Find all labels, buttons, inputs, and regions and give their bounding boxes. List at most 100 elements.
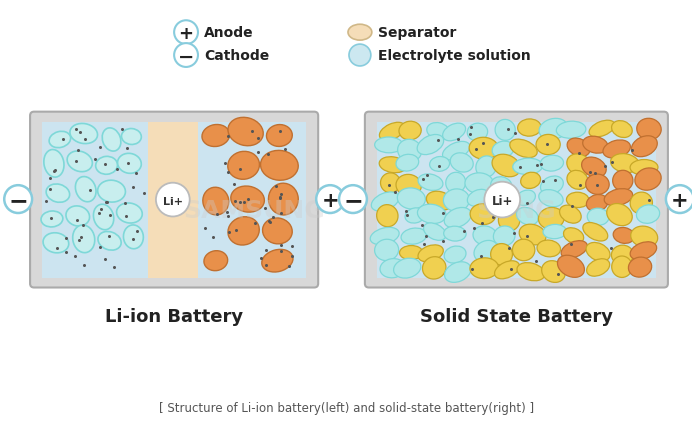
Ellipse shape (604, 189, 633, 206)
Ellipse shape (465, 173, 493, 194)
Ellipse shape (427, 123, 450, 140)
Text: −: − (8, 189, 28, 213)
Ellipse shape (98, 232, 121, 250)
Ellipse shape (260, 151, 298, 181)
Bar (377, 122, 656, 278)
Ellipse shape (630, 242, 657, 260)
Ellipse shape (586, 243, 610, 262)
Text: −: − (343, 189, 363, 213)
Ellipse shape (561, 241, 587, 259)
Ellipse shape (393, 259, 421, 279)
Circle shape (349, 45, 371, 67)
Ellipse shape (557, 122, 586, 139)
Ellipse shape (536, 135, 560, 155)
Ellipse shape (262, 250, 293, 272)
Ellipse shape (467, 190, 489, 207)
Ellipse shape (470, 204, 496, 225)
Circle shape (339, 186, 367, 213)
Text: Solid State Battery: Solid State Battery (420, 308, 613, 325)
Ellipse shape (380, 123, 405, 141)
Ellipse shape (495, 261, 519, 279)
Text: +: + (671, 190, 688, 210)
Ellipse shape (559, 206, 581, 224)
Ellipse shape (96, 157, 117, 175)
Ellipse shape (613, 228, 634, 244)
Ellipse shape (539, 119, 568, 140)
Ellipse shape (98, 181, 126, 203)
Ellipse shape (637, 119, 661, 141)
Ellipse shape (266, 125, 292, 147)
Ellipse shape (491, 244, 512, 265)
Ellipse shape (603, 141, 630, 158)
Bar (148, 122, 198, 278)
Ellipse shape (228, 217, 260, 245)
Ellipse shape (202, 125, 230, 147)
Ellipse shape (613, 171, 633, 191)
Ellipse shape (476, 156, 496, 178)
Ellipse shape (398, 140, 422, 162)
Ellipse shape (611, 121, 632, 138)
Ellipse shape (498, 210, 520, 231)
Ellipse shape (630, 160, 658, 176)
Ellipse shape (446, 173, 466, 193)
Ellipse shape (418, 205, 446, 224)
Ellipse shape (443, 142, 470, 161)
Ellipse shape (430, 157, 450, 172)
Text: Li-ion Battery: Li-ion Battery (105, 308, 243, 325)
Circle shape (316, 186, 344, 213)
Ellipse shape (540, 156, 564, 172)
Ellipse shape (450, 153, 473, 173)
Ellipse shape (117, 154, 142, 174)
Circle shape (484, 182, 520, 218)
Circle shape (174, 44, 198, 68)
Ellipse shape (582, 158, 606, 178)
Text: Anode: Anode (204, 26, 253, 40)
Ellipse shape (519, 225, 546, 245)
Ellipse shape (405, 208, 425, 224)
FancyBboxPatch shape (365, 112, 668, 288)
Ellipse shape (583, 223, 608, 242)
Ellipse shape (496, 192, 516, 207)
Circle shape (156, 183, 189, 217)
Ellipse shape (43, 233, 69, 253)
Ellipse shape (426, 192, 452, 210)
Ellipse shape (520, 173, 541, 189)
Ellipse shape (516, 191, 535, 206)
Ellipse shape (124, 225, 144, 249)
Ellipse shape (121, 129, 142, 145)
Text: +: + (178, 25, 194, 43)
Ellipse shape (473, 226, 497, 246)
Ellipse shape (46, 184, 69, 203)
Ellipse shape (495, 120, 515, 141)
Ellipse shape (586, 195, 608, 212)
Ellipse shape (492, 142, 514, 158)
Ellipse shape (611, 256, 632, 278)
Ellipse shape (228, 152, 260, 180)
Ellipse shape (417, 135, 443, 155)
Ellipse shape (470, 258, 498, 279)
Ellipse shape (583, 137, 608, 154)
Ellipse shape (443, 124, 466, 141)
Ellipse shape (543, 225, 566, 239)
Ellipse shape (541, 176, 564, 195)
Ellipse shape (566, 193, 589, 208)
Ellipse shape (607, 204, 632, 226)
Ellipse shape (228, 118, 263, 147)
Ellipse shape (380, 259, 405, 278)
Ellipse shape (628, 257, 652, 277)
Text: −: − (178, 48, 194, 67)
FancyBboxPatch shape (30, 112, 318, 288)
Ellipse shape (587, 209, 609, 226)
Ellipse shape (589, 121, 615, 138)
Ellipse shape (399, 122, 421, 141)
Ellipse shape (231, 187, 264, 213)
Ellipse shape (377, 205, 398, 227)
Text: SUNG: SUNG (477, 198, 557, 222)
Ellipse shape (379, 157, 407, 173)
Text: [ Structure of Li-ion battery(left) and solid-state battery(right) ]: [ Structure of Li-ion battery(left) and … (160, 401, 534, 414)
Ellipse shape (516, 208, 539, 225)
Ellipse shape (262, 219, 292, 244)
Ellipse shape (443, 190, 469, 212)
Ellipse shape (537, 241, 561, 257)
Ellipse shape (474, 241, 498, 262)
